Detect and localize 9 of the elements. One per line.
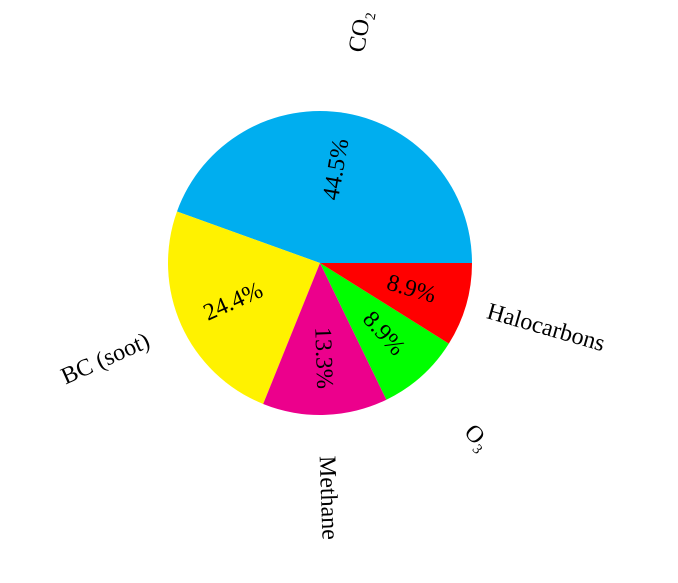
slice-label: BC (soot) xyxy=(57,328,154,390)
slice-label: CO₂ xyxy=(344,8,377,54)
data-label: 13.3% xyxy=(309,326,338,390)
data-label: 8.9% xyxy=(384,270,439,309)
data-label: 44.5% xyxy=(318,136,354,202)
slice-label: O₃ xyxy=(458,420,496,456)
slice-label: Methane xyxy=(314,455,343,540)
pie-slice xyxy=(176,111,472,263)
data-label: 24.4% xyxy=(200,277,267,326)
